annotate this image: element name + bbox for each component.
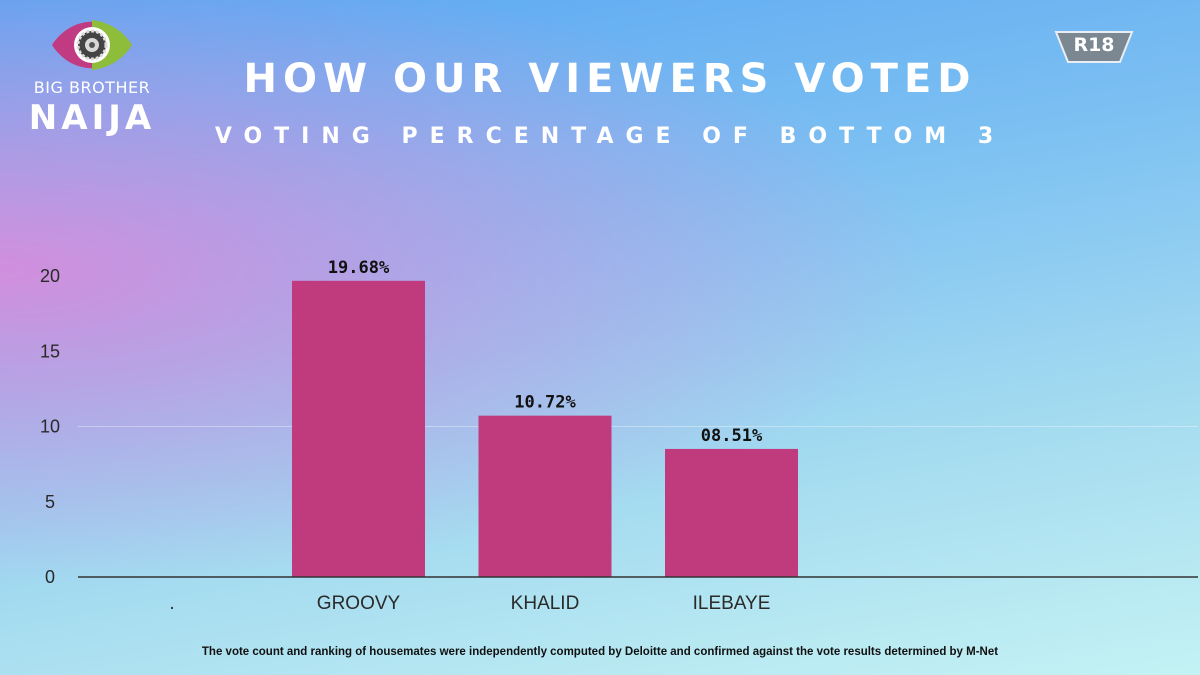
rating-badge-icon	[1054, 31, 1134, 63]
bar	[292, 280, 425, 577]
x-tick-label: .	[169, 593, 174, 614]
logo-text-line2: NAIJA	[28, 98, 156, 138]
footnote: The vote count and ranking of housemates…	[201, 646, 999, 658]
bar	[665, 448, 798, 577]
bar	[478, 415, 612, 577]
rating-badge: R18	[1054, 30, 1134, 64]
x-tick-label: ILEBAYE	[693, 593, 771, 614]
page-title: HOW OUR VIEWERS VOTED	[243, 56, 977, 102]
data-label: 10.72%	[514, 393, 576, 413]
page-subtitle: VOTING PERCENTAGE OF BOTTOM 3	[214, 124, 1006, 149]
rating-label: R18	[1073, 34, 1115, 56]
y-tick-label: 0	[45, 567, 55, 587]
x-tick-label: KHALID	[511, 593, 580, 614]
eye-icon	[52, 20, 132, 70]
logo-text-line1: BIG BROTHER	[33, 78, 151, 97]
big-brother-naija-logo: BIG BROTHER NAIJA	[22, 10, 162, 140]
y-tick-label: 15	[40, 341, 60, 361]
data-label: 19.68%	[328, 258, 390, 278]
data-label: 08.51%	[701, 426, 763, 446]
y-tick-label: 10	[40, 417, 60, 437]
y-tick-label: 20	[40, 266, 60, 286]
y-tick-label: 5	[45, 492, 55, 512]
x-tick-label: GROOVY	[317, 593, 401, 614]
